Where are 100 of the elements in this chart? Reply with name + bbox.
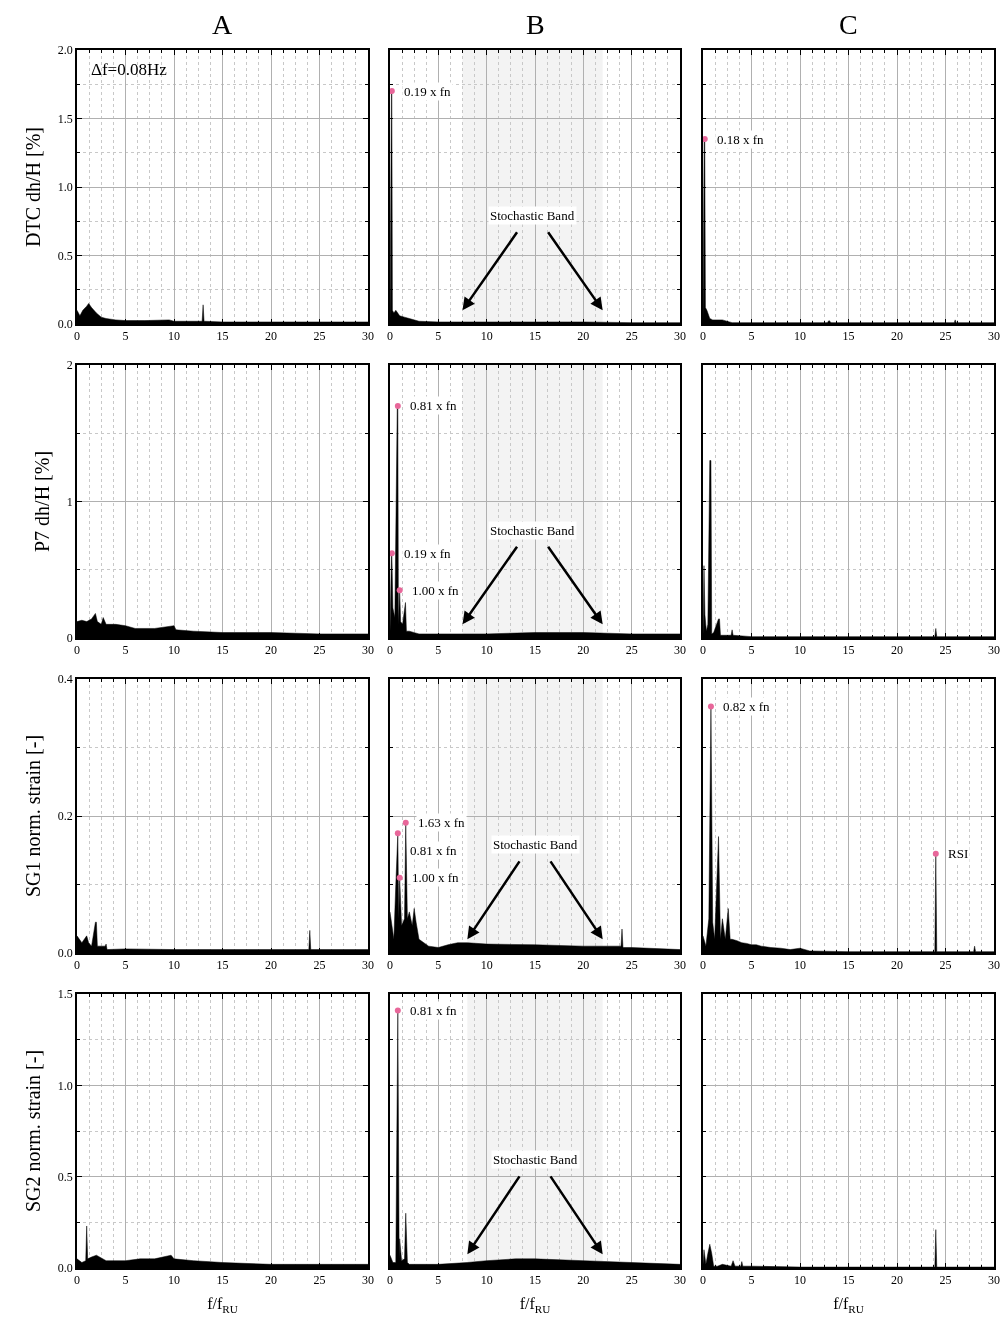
x-tick-label: 30	[362, 1273, 374, 1288]
x-tick-label: 30	[362, 958, 374, 973]
y-axis-title: SG1 norm. strain [-]	[21, 734, 44, 898]
x-tick-label: 10	[794, 329, 806, 344]
x-tick-label: 15	[216, 958, 229, 973]
annotation: 0.81 x fn	[410, 843, 458, 858]
x-tick-label: 0	[387, 958, 393, 973]
x-tick-label: 15	[842, 1273, 855, 1288]
x-axis-title: f/f$_{RU}$	[207, 1295, 238, 1315]
x-tick-label: 25	[625, 1273, 638, 1288]
y-tick-label: 1.0	[57, 180, 73, 195]
x-tick-label: 10	[794, 958, 806, 973]
x-tick-label: 20	[891, 643, 903, 658]
x-tick-label: 15	[529, 1273, 541, 1288]
x-tick-label: 10	[794, 643, 806, 658]
x-tick-label: 15	[842, 958, 855, 973]
x-tick-label: 30	[988, 643, 1000, 658]
annotation: 1.00 x fn	[412, 583, 460, 598]
x-tick-label: 5	[748, 1273, 755, 1288]
x-tick-label: 5	[122, 1273, 129, 1288]
x-tick-label: 5	[748, 329, 755, 344]
y-tick-label: 2	[66, 358, 73, 373]
x-tick-label: 20	[577, 329, 590, 344]
annotation: 0.19 x fn	[404, 546, 452, 561]
x-tick-label: 0	[700, 329, 706, 344]
x-tick-label: 20	[265, 1273, 277, 1288]
x-tick-label: 25	[313, 643, 326, 658]
x-tick-label: 25	[939, 958, 952, 973]
x-tick-label: 15	[842, 643, 855, 658]
x-tick-label: 30	[988, 1273, 1000, 1288]
x-tick-label: 5	[122, 643, 129, 658]
x-tick-label: 15	[529, 643, 541, 658]
x-tick-label: 0	[700, 958, 706, 973]
x-tick-label: 20	[891, 329, 903, 344]
y-tick-label: 1.0	[57, 1078, 73, 1093]
annotation: 0.81 x fn	[410, 398, 458, 413]
y-tick-label: 0.0	[57, 1261, 73, 1276]
x-tick-label: 25	[625, 643, 638, 658]
chart-title: B	[526, 9, 545, 40]
x-tick-label: 15	[529, 958, 541, 973]
x-tick-label: 30	[988, 329, 1000, 344]
x-tick-label: 20	[891, 958, 903, 973]
y-tick-label: 1.5	[57, 987, 73, 1002]
x-tick-label: 30	[674, 1273, 686, 1288]
x-tick-label: 25	[313, 958, 326, 973]
x-tick-label: 30	[362, 329, 374, 344]
x-tick-label: 0	[700, 643, 706, 658]
annotation: 0.18 x fn	[717, 132, 765, 147]
x-tick-label: 15	[216, 1273, 229, 1288]
x-tick-label: 20	[265, 958, 277, 973]
x-tick-label: 30	[674, 329, 686, 344]
y-tick-label: 0.4	[57, 672, 73, 687]
x-tick-label: 30	[362, 643, 374, 658]
annotation: 0.19 x fn	[404, 84, 452, 99]
chart-title: A	[212, 9, 233, 40]
y-tick-label: 0	[66, 631, 73, 646]
band-label: Stochastic Band	[493, 837, 578, 852]
band-label: Stochastic Band	[493, 1152, 578, 1167]
x-tick-label: 25	[939, 329, 952, 344]
x-tick-label: 15	[216, 329, 229, 344]
x-tick-label: 15	[216, 643, 229, 658]
x-tick-label: 10	[168, 1273, 180, 1288]
y-tick-label: 0.5	[57, 1169, 73, 1184]
x-tick-label: 10	[480, 1273, 493, 1288]
x-tick-label: 20	[265, 329, 277, 344]
y-tick-label: 0.0	[57, 317, 73, 332]
x-tick-label: 5	[435, 958, 442, 973]
annotation: Δf=0.08Hz	[91, 60, 168, 79]
x-tick-label: 0	[387, 643, 393, 658]
x-tick-label: 20	[265, 643, 277, 658]
x-tick-label: 25	[625, 958, 638, 973]
y-tick-label: 2.0	[57, 43, 73, 58]
x-tick-label: 5	[748, 643, 755, 658]
x-tick-label: 30	[674, 643, 686, 658]
x-tick-label: 10	[480, 643, 493, 658]
x-tick-label: 25	[313, 1273, 326, 1288]
x-tick-label: 20	[577, 1273, 590, 1288]
x-tick-label: 10	[168, 958, 180, 973]
x-tick-label: 20	[891, 1273, 903, 1288]
x-tick-label: 25	[939, 643, 952, 658]
annotation: 1.00 x fn	[412, 870, 460, 885]
band-label: Stochastic Band	[490, 523, 575, 538]
annotation: 1.63 x fn	[418, 815, 466, 830]
y-tick-label: 0.2	[57, 809, 73, 824]
x-tick-label: 10	[480, 329, 493, 344]
band-label: Stochastic Band	[490, 208, 575, 223]
chart-title: C	[839, 9, 858, 40]
y-tick-label: 1.5	[57, 111, 73, 126]
x-tick-label: 25	[939, 1273, 952, 1288]
y-axis-title: SG2 norm. strain [-]	[21, 1049, 44, 1213]
y-axis-title: P7 dh/H [%]	[30, 450, 53, 553]
annotation: RSI	[948, 846, 969, 861]
y-tick-label: 1	[66, 494, 73, 509]
x-tick-label: 0	[387, 329, 393, 344]
annotation: 0.81 x fn	[410, 1003, 458, 1018]
x-tick-label: 5	[435, 329, 442, 344]
y-tick-label: 0.0	[57, 946, 73, 961]
x-tick-label: 30	[988, 958, 1000, 973]
x-tick-label: 15	[529, 329, 541, 344]
x-tick-label: 0	[700, 1273, 706, 1288]
